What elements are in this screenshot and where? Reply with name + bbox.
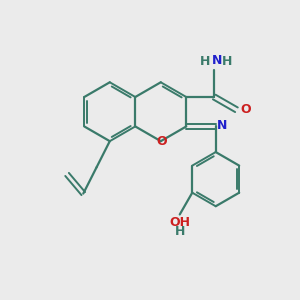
Text: H: H — [200, 56, 211, 68]
Text: N: N — [217, 119, 228, 132]
Text: H: H — [175, 225, 185, 238]
Text: H: H — [222, 56, 233, 68]
Text: O: O — [240, 103, 250, 116]
Text: O: O — [156, 135, 167, 148]
Text: OH: OH — [169, 216, 190, 229]
Text: N: N — [212, 54, 222, 67]
